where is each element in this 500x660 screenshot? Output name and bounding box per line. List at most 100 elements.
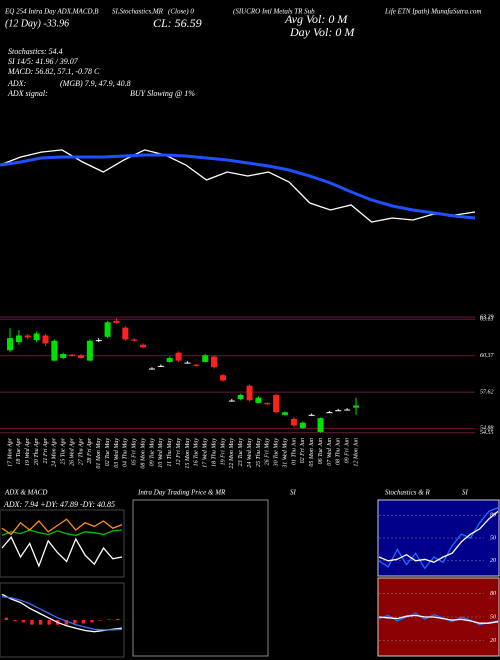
x-tick-label: 05 Fri May (132, 438, 138, 466)
panel-frame (0, 582, 125, 658)
header-text: BUY Slowing @ 1% (130, 89, 195, 98)
candle-body (113, 320, 120, 323)
candle-body (140, 344, 147, 348)
candle-body (202, 355, 209, 362)
candle-body (131, 339, 138, 341)
header-text: (12 Day) -33.96 (5, 18, 69, 29)
header-text: Avg Vol: 0 M (284, 12, 348, 26)
x-tick-label: 02 Fri Jun (300, 438, 306, 463)
histogram-bar (98, 620, 103, 621)
x-tick-label: 06 Tue Jun (318, 438, 324, 464)
candle-body (77, 355, 84, 358)
x-tick-label: 10 Wed May (158, 438, 164, 468)
x-tick-label: 31 Wed May (282, 438, 288, 469)
x-tick-label: 05 Mon Jun (309, 438, 315, 467)
candle-body (86, 340, 93, 361)
x-tick-label: 08 Mon May (140, 438, 146, 469)
x-tick-label: 17 Wed May (203, 438, 209, 468)
candle-body (60, 354, 67, 358)
x-tick-label: 27 Thu Apr (78, 437, 84, 465)
y-tick-label: 80 (490, 591, 496, 597)
x-tick-label: 03 Wed May (114, 438, 120, 468)
intraday-panel (132, 499, 269, 657)
x-tick-label: 02 Tue May (105, 438, 111, 467)
x-tick-label: 18 Tue Apr (16, 437, 22, 464)
x-tick-label: 26 Fri May (265, 438, 271, 466)
candle-body (326, 412, 333, 414)
candle-body (273, 395, 280, 413)
y-tick-label: 50 (490, 535, 496, 541)
candle-body (51, 340, 58, 361)
header-text: ADX: (7, 79, 27, 88)
panel-suffix: SI (462, 489, 469, 497)
series-line (1, 593, 123, 633)
histogram-bar (73, 620, 77, 624)
x-tick-label: 20 Thu Apr (34, 437, 40, 465)
candle-body (33, 333, 40, 341)
candle-body (246, 385, 253, 401)
x-tick-label: 07 Wed Jun (327, 438, 333, 466)
candle-body (24, 335, 31, 338)
series-line (378, 510, 499, 564)
candle-body (157, 365, 164, 367)
histogram-bar (47, 620, 51, 625)
candle-body (344, 409, 351, 411)
y-tick-label: 57.62 (480, 389, 494, 395)
x-tick-label: 15 Mon May (185, 438, 191, 469)
x-tick-label: 01 Thu Jun (291, 438, 297, 465)
x-tick-label: 23 Tue May (238, 438, 244, 467)
x-tick-label: 19 Wed Apr (25, 437, 31, 466)
x-tick-label: 24 Mon Apr (51, 437, 58, 467)
x-tick-label: 12 Fri May (176, 438, 182, 466)
y-tick-label: 63.29 (480, 314, 494, 320)
x-tick-label: 09 Tue May (149, 438, 155, 467)
intraday-suffix: SI (290, 489, 297, 497)
y-tick-label: 20 (490, 638, 496, 644)
header-text: MACD: 56.82, 57.1, -0.78 C (7, 67, 100, 76)
x-tick-label: 01 Mon May (96, 438, 102, 469)
header-text: Day Vol: 0 M (289, 25, 355, 39)
header-text: CL: 56.59 (153, 16, 202, 30)
header-text: SI,Stochastics,MR (112, 8, 164, 16)
x-tick-label: 18 Thu May (211, 438, 217, 467)
x-tick-label: 25 Tue Apr (61, 437, 67, 464)
candle-body (211, 356, 218, 368)
x-tick-label: 26 Wed Apr (69, 437, 75, 466)
candle-body (282, 412, 289, 415)
x-tick-label: 24 Wed May (246, 438, 253, 468)
series-line (378, 614, 499, 624)
candle-body (175, 352, 182, 361)
series-line (1, 529, 123, 537)
histogram-bar (81, 620, 86, 624)
histogram-bar (30, 620, 34, 625)
y-tick-label: 54.88 (480, 425, 494, 432)
x-tick-label: 30 Tue May (274, 438, 280, 468)
candle-body (228, 400, 235, 402)
y-tick-label: 20 (490, 558, 496, 564)
intraday-title: Intra Day Trading Price & MR (137, 489, 226, 497)
candle-body (290, 418, 297, 426)
candle-body (308, 414, 315, 416)
panel-title: Stochastics & R (385, 489, 430, 497)
candle-body (317, 418, 324, 433)
header-text: Stochastics: 54.4 (8, 47, 63, 56)
candle-body (148, 368, 155, 370)
y-tick-label: 60.37 (480, 353, 495, 359)
y-tick-label: 50 (490, 614, 496, 620)
candle-body (15, 335, 22, 343)
candle-body (219, 375, 226, 381)
header-text: (SIUCRO Intl Metals TR Sub (233, 8, 315, 16)
histogram-bar (116, 618, 120, 620)
x-tick-label: 09 Fri Jun (345, 438, 351, 463)
panel-subtitle: ADX: 7.94 +DY: 47.89 -DY: 40.85 (3, 500, 115, 509)
x-tick-label: 12 Mon Jun (353, 438, 359, 467)
series-line (1, 536, 123, 568)
header-text: Life ETN Ipath) MunafaSutra.com (384, 8, 481, 16)
header-text: EQ 254 Intra Day ADX,MACD,B (4, 8, 99, 16)
header-text: (Close) 0 (168, 8, 194, 16)
candle-body (353, 405, 359, 408)
series-line (1, 518, 123, 536)
histogram-bar (4, 617, 8, 620)
candle-body (42, 335, 49, 344)
